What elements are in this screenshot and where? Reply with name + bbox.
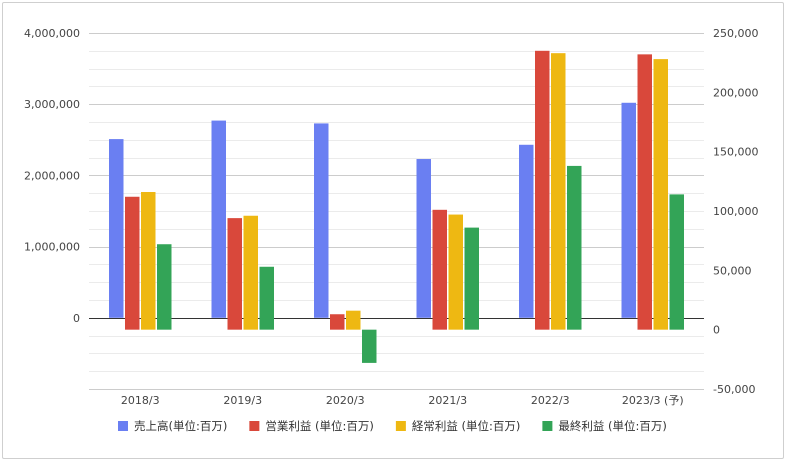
x-axis-category-label: 2023/3 (予) — [622, 394, 684, 407]
bar-series-2-2 — [330, 314, 345, 330]
bar-series-2-3 — [432, 209, 447, 330]
bar-series-3-3 — [448, 214, 463, 330]
bar-series-1-3 — [416, 159, 431, 318]
right-axis-tick-label: 150,000 — [713, 146, 759, 159]
x-axis-category-label: 2019/3 — [223, 394, 262, 407]
legend-label: 経常利益 (単位:百万) — [412, 419, 521, 433]
legend: 売上高(単位:百万) 営業利益 (単位:百万) 経常利益 (単位:百万) 最終利益 (… — [118, 419, 667, 433]
bar-series-4-5 — [669, 194, 684, 330]
legend-swatch — [118, 421, 128, 431]
legend-swatch — [395, 421, 406, 431]
left-axis-labels: 0 1,000,000 2,000,000 3,000,000 4,000,000 — [24, 27, 80, 325]
x-axis-category-label: 2021/3 — [428, 394, 467, 407]
bar-series-2-4 — [535, 50, 550, 330]
x-axis-category-label: 2020/3 — [326, 394, 365, 407]
bar-series-3-2 — [346, 310, 361, 330]
x-axis-category-label: 2018/3 — [121, 394, 160, 407]
right-axis-tick-label: 50,000 — [713, 264, 752, 277]
bar-series-3-5 — [653, 59, 668, 330]
left-axis-tick-label: 3,000,000 — [24, 98, 80, 111]
left-axis-tick-label: 2,000,000 — [24, 169, 80, 182]
bar-series-2-5 — [637, 54, 652, 330]
bar-series-4-1 — [259, 266, 274, 330]
legend-label: 売上高(単位:百万) — [134, 419, 227, 433]
left-axis-tick-label: 0 — [73, 312, 80, 325]
bar-series-4-0 — [157, 244, 172, 330]
bar-series-1-0 — [109, 139, 124, 318]
bar-series-1-5 — [621, 102, 636, 318]
x-axis-category-label: 2022/3 — [531, 394, 570, 407]
bar-series-4-2 — [362, 329, 377, 363]
x-axis-labels: 2018/3 2019/3 2020/3 2021/3 2022/3 2023/3 (予) — [121, 394, 684, 407]
right-axis-tick-label: -50,000 — [713, 383, 755, 396]
bars — [109, 50, 684, 363]
bar-series-1-4 — [519, 144, 534, 318]
bar-series-1-1 — [211, 120, 226, 318]
bar-series-1-2 — [314, 123, 329, 318]
right-axis-tick-label: 250,000 — [713, 27, 759, 40]
bar-series-3-4 — [551, 53, 566, 330]
grid-lines — [89, 33, 704, 390]
left-axis-tick-label: 4,000,000 — [24, 27, 80, 40]
bar-series-2-1 — [227, 218, 242, 330]
left-axis-tick-label: 1,000,000 — [24, 241, 80, 254]
bar-series-4-3 — [464, 227, 479, 330]
legend-swatch — [542, 421, 553, 431]
right-axis-tick-label: 200,000 — [713, 86, 759, 99]
legend-label: 最終利益 (単位:百万) — [558, 419, 667, 433]
bar-series-3-1 — [243, 215, 258, 330]
right-axis-tick-label: 100,000 — [713, 205, 759, 218]
legend-swatch — [249, 421, 260, 431]
right-axis-tick-label: 0 — [713, 324, 720, 337]
bar-series-4-4 — [567, 165, 582, 330]
right-axis-labels: -50,000 0 50,000 100,000 150,000 200,000 250,0… — [713, 27, 759, 396]
legend-label: 営業利益 (単位:百万) — [265, 419, 374, 433]
bar-series-2-0 — [125, 196, 140, 330]
bar-series-3-0 — [141, 192, 156, 330]
